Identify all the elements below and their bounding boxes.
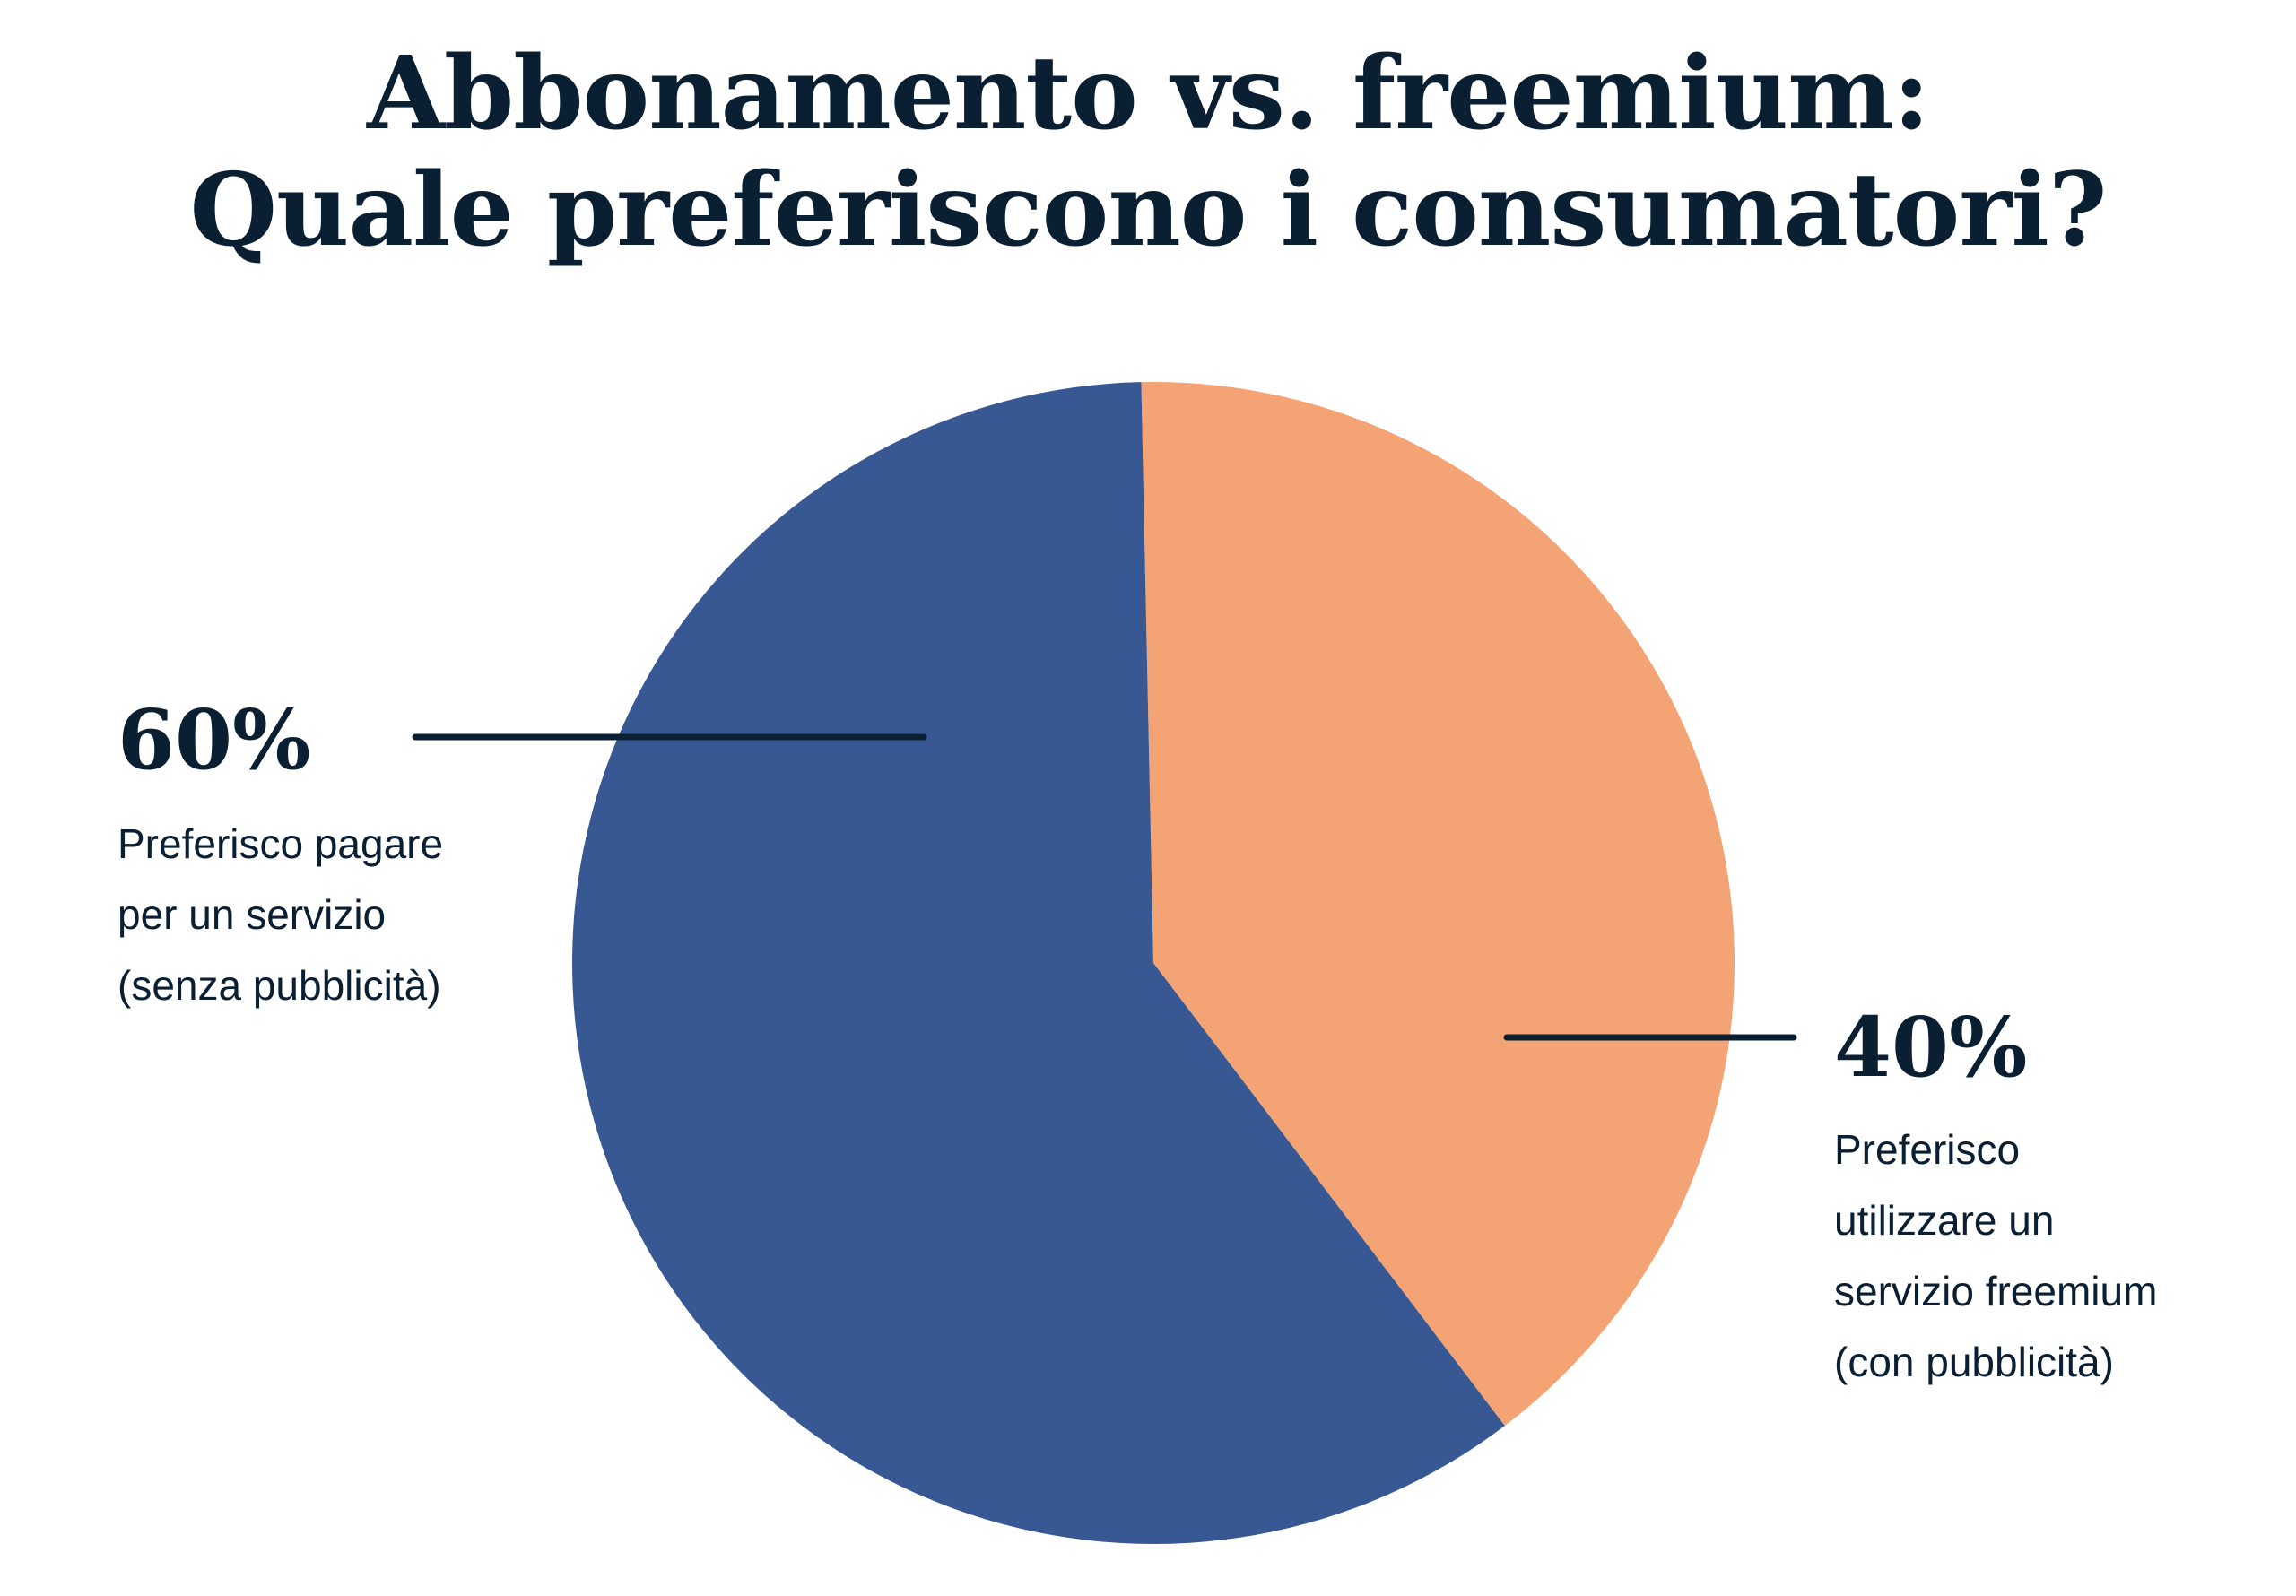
desc-line: Preferisco pagare (117, 820, 444, 867)
chart-title: Abbonamento vs. freemium: Quale preferis… (0, 36, 2296, 269)
pie-slice-freemium (1141, 382, 1735, 1427)
desc-line: Preferisco (1834, 1126, 2021, 1173)
legend-text-subscription: Preferisco pagare per un servizio (senza… (117, 809, 443, 1021)
legend-text-freemium: Preferisco utilizzare un servizio freemi… (1834, 1115, 2157, 1398)
desc-line: utilizzare un (1834, 1197, 2055, 1244)
pie-slice-subscription (571, 382, 1505, 1545)
data-label-60: 60% (117, 691, 311, 788)
desc-line: (senza pubblicità) (117, 962, 441, 1009)
title-line-1: Abbonamento vs. freemium: (366, 35, 1930, 152)
desc-line: (con pubblicità) (1834, 1339, 2114, 1385)
title-line-2: Quale preferiscono i consumatori? (189, 152, 2107, 269)
data-label-40: 40% (1834, 999, 2028, 1096)
desc-line: servizio freemium (1834, 1268, 2158, 1314)
desc-line: per un servizio (117, 891, 387, 938)
